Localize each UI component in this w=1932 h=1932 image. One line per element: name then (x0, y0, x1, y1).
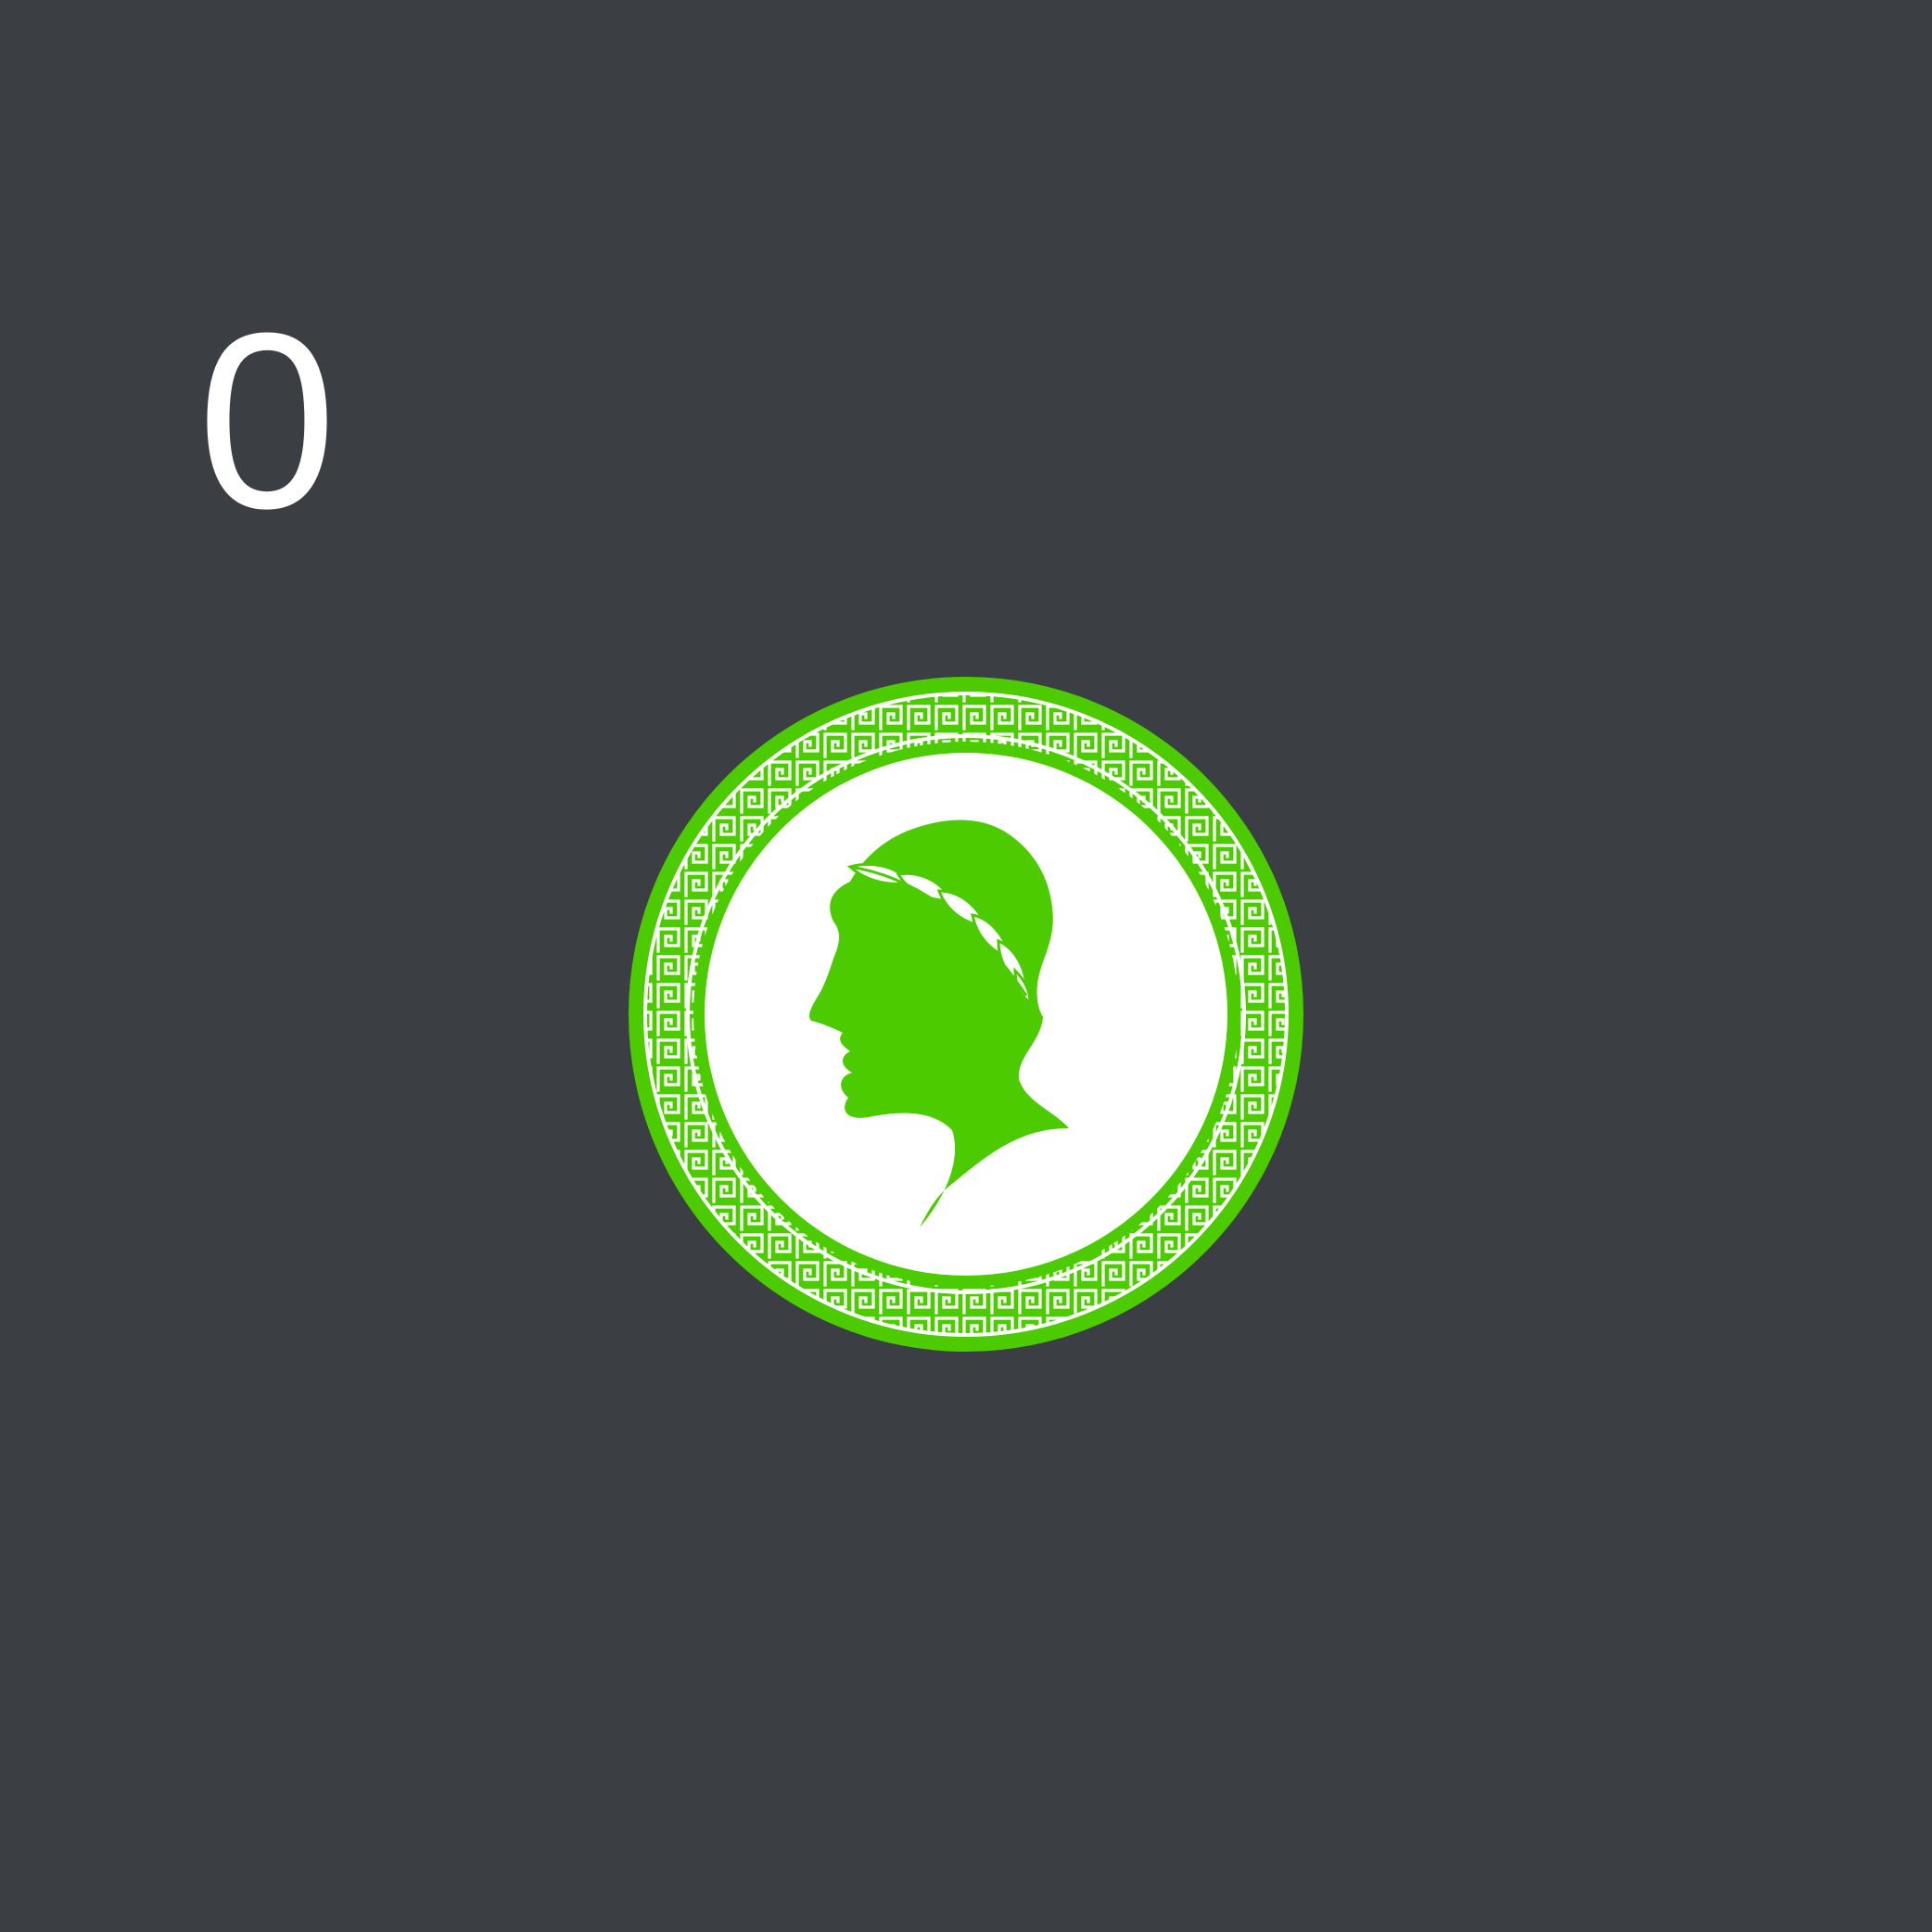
laurel-wreath (846, 862, 1032, 1005)
score-counter: 0 (197, 282, 337, 561)
coin-button[interactable] (628, 676, 1304, 1353)
laurel-profile-coin-icon (629, 677, 1303, 1352)
profile-silhouette (809, 820, 1069, 1227)
